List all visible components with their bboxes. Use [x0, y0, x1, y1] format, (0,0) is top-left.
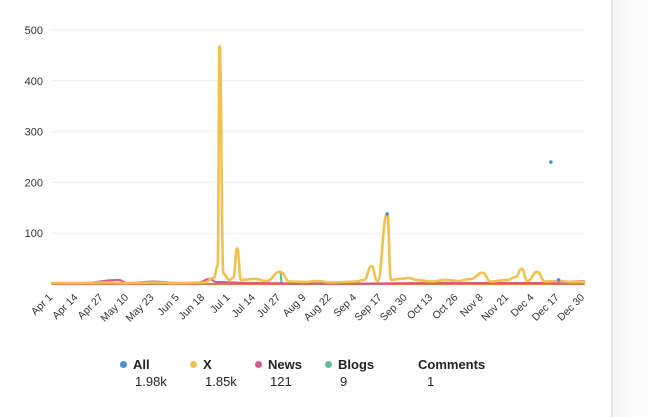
- x-tick-label: Nov 21: [479, 292, 511, 324]
- data-point-all[interactable]: [549, 160, 553, 164]
- legend-count-blogs: 9: [340, 374, 348, 389]
- legend-marker-x: [190, 360, 197, 368]
- y-tick-label: 100: [25, 228, 43, 240]
- x-tick-label: Sep 30: [378, 292, 410, 324]
- panel-divider: [611, 0, 613, 417]
- y-tick-label: 500: [25, 25, 43, 37]
- legend-marker-all: [120, 360, 127, 368]
- legend: All 1.98k X 1.85k News 121 Blogs 9 Comme…: [118, 356, 485, 390]
- x-tick-label: Oct 26: [430, 292, 460, 322]
- legend-label-all: All: [133, 356, 150, 372]
- legend-marker-news: [255, 360, 262, 368]
- grid-layer: [52, 29, 584, 285]
- legend-count-x: 1.85k: [205, 374, 237, 389]
- legend-item-x[interactable]: X 1.85k: [188, 356, 253, 389]
- y-axis-ticks: 100 200 300 400 500: [25, 25, 43, 240]
- y-tick-label: 300: [25, 127, 43, 139]
- y-tick-label: 200: [25, 177, 43, 189]
- y-tick-label: 400: [25, 76, 43, 88]
- x-tick-label: Apr 14: [50, 292, 80, 322]
- x-tick-label: Jul 14: [229, 292, 257, 320]
- legend-item-all[interactable]: All 1.98k: [118, 356, 188, 389]
- legend-marker-blogs: [325, 360, 332, 368]
- x-tick-label: Oct 13: [405, 292, 435, 322]
- x-tick-label: Jul 27: [255, 292, 283, 320]
- marker-layer: [385, 160, 561, 282]
- legend-count-news: 121: [270, 374, 292, 389]
- legend-label-comments: Comments: [418, 356, 486, 372]
- series-layer: [50, 45, 586, 286]
- x-tick-label: Jun 18: [176, 292, 207, 323]
- legend-count-all: 1.98k: [135, 374, 167, 389]
- legend-item-comments[interactable]: Comments 1: [410, 356, 485, 390]
- data-point-all[interactable]: [556, 278, 561, 282]
- x-tick-label: Sep 17: [352, 292, 384, 324]
- legend-label-x: X: [203, 356, 212, 372]
- legend-count-comments: 1: [427, 374, 435, 389]
- x-tick-label: Aug 22: [302, 292, 334, 324]
- x-tick-label: Dec 17: [530, 292, 562, 324]
- legend-label-blogs: Blogs: [338, 356, 375, 372]
- legend-item-blogs[interactable]: Blogs 9: [323, 356, 410, 389]
- x-tick-label: Dec 30: [555, 292, 587, 324]
- data-point-all[interactable]: [385, 212, 389, 216]
- legend-label-news: News: [268, 356, 302, 372]
- x-tick-label: May 23: [124, 292, 157, 325]
- legend-item-news[interactable]: News 121: [253, 356, 323, 389]
- series-line-x: [50, 45, 586, 285]
- panel-shadow: [613, 0, 664, 417]
